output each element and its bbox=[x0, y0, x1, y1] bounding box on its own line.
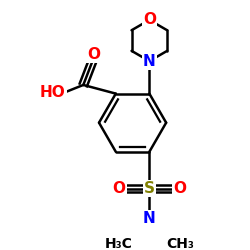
Text: N: N bbox=[143, 212, 156, 226]
Text: CH₃: CH₃ bbox=[166, 238, 194, 250]
Text: O: O bbox=[173, 181, 186, 196]
Text: O: O bbox=[112, 181, 126, 196]
Text: O: O bbox=[88, 47, 101, 62]
Text: H₃C: H₃C bbox=[105, 238, 133, 250]
Text: S: S bbox=[144, 181, 155, 196]
Text: HO: HO bbox=[40, 85, 66, 100]
Text: O: O bbox=[143, 12, 156, 28]
Text: N: N bbox=[143, 54, 156, 68]
